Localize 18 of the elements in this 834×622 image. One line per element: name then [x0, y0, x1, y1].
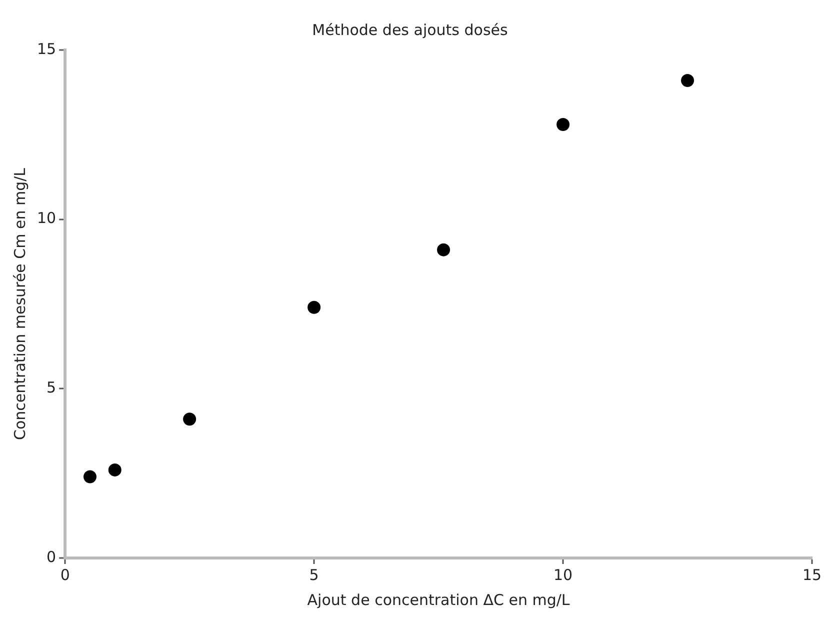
x-axis-title: Ajout de concentration ΔC en mg/L [307, 590, 570, 609]
x-tick-label: 10 [553, 566, 573, 584]
y-tick-label: 5 [46, 378, 56, 397]
point [437, 243, 450, 256]
point [681, 74, 694, 87]
y-tick-label: 10 [36, 209, 56, 228]
chart-title: Méthode des ajouts dosés [312, 20, 508, 39]
point [108, 463, 122, 476]
point [556, 118, 570, 132]
y-tick-label: 0 [46, 548, 56, 566]
point [83, 470, 96, 484]
point [183, 412, 196, 426]
y-tick-label: 15 [36, 40, 56, 58]
point [308, 300, 321, 314]
x-tick-label: 5 [309, 566, 319, 584]
x-tick-label: 0 [60, 566, 70, 584]
x-tick-label: 15 [802, 566, 822, 584]
y-axis-title: Concentration mesurée Cm en mg/L [10, 167, 29, 440]
